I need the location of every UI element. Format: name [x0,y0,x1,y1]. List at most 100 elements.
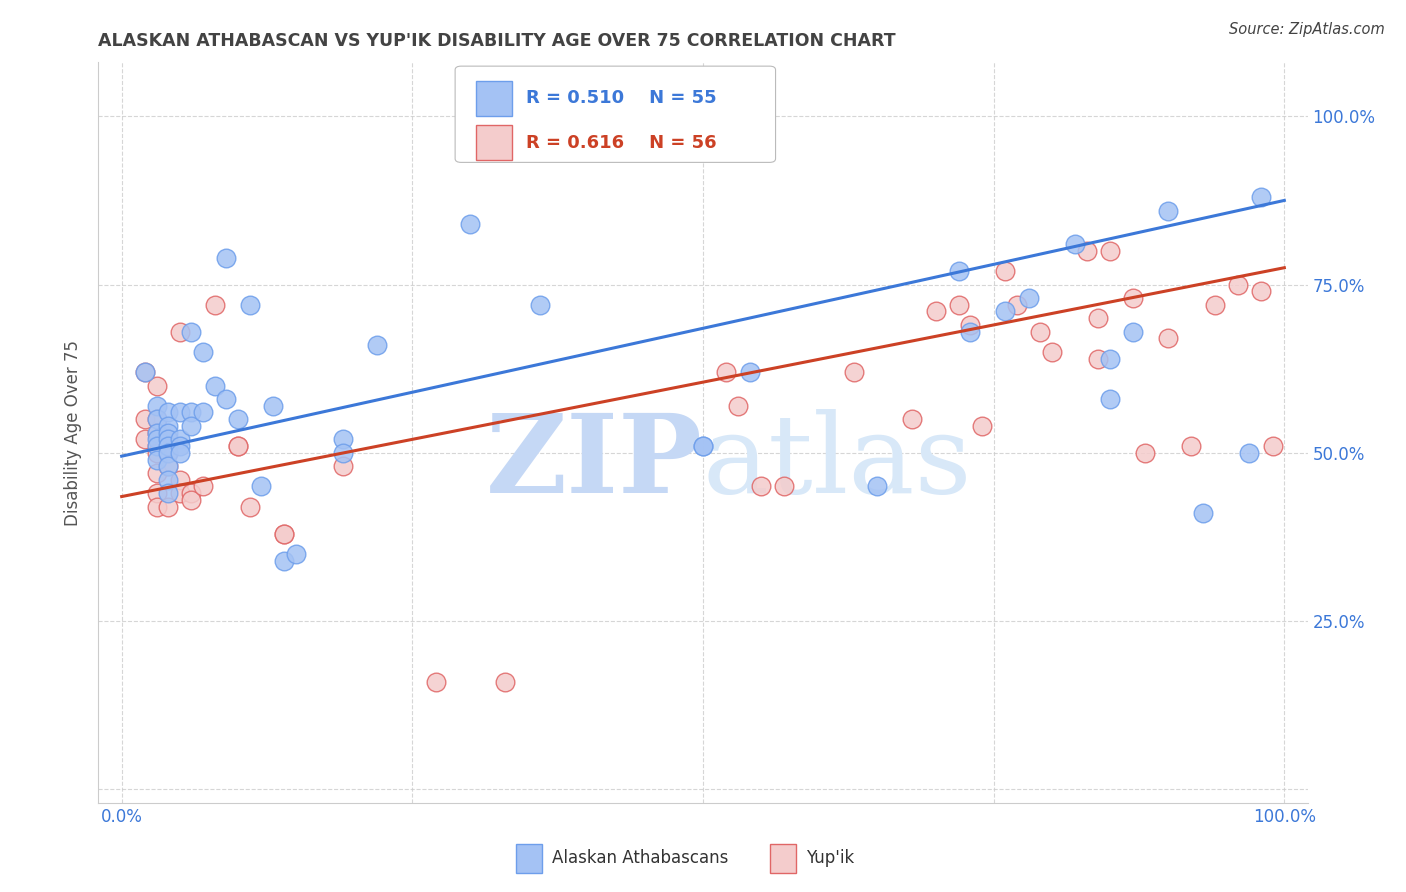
Point [285,547,308,561]
Point [204,378,226,392]
Point [157,459,180,474]
Point [716,365,738,379]
Point [273,526,295,541]
Point [145,412,167,426]
Point [1192,507,1215,521]
Point [494,674,516,689]
Point [1040,344,1063,359]
Point [180,325,202,339]
Point [145,439,167,453]
Point [1018,291,1040,305]
Point [1250,190,1272,204]
Point [901,412,924,426]
Point [250,479,273,493]
Point [169,325,191,339]
Bar [769,844,796,873]
Point [994,264,1017,278]
Point [1122,291,1144,305]
Point [239,500,262,514]
Point [366,338,388,352]
Point [226,439,249,453]
Point [157,473,180,487]
Point [145,500,167,514]
Point [1076,244,1098,258]
Point [332,459,354,474]
Point [134,365,156,379]
Point [191,405,214,419]
Point [157,446,180,460]
Point [1098,392,1121,406]
Point [180,405,202,419]
Point [1098,244,1121,258]
Point [1261,439,1284,453]
Point [169,486,191,500]
Point [226,412,249,426]
Point [948,298,970,312]
Point [273,526,295,541]
Point [970,418,993,433]
Point [134,365,156,379]
Point [169,433,191,447]
Point [1029,325,1052,339]
Point [749,479,772,493]
Point [948,264,970,278]
Point [157,433,180,447]
Text: Alaskan Athabascans: Alaskan Athabascans [551,849,728,867]
Point [157,446,180,460]
Text: R = 0.616    N = 56: R = 0.616 N = 56 [526,134,717,152]
Text: Source: ZipAtlas.com: Source: ZipAtlas.com [1229,22,1385,37]
Text: ZIP: ZIP [486,409,703,516]
Point [738,365,761,379]
Point [1239,446,1261,460]
Point [157,405,180,419]
Point [180,486,202,500]
Point [145,486,167,500]
Point [1005,298,1028,312]
Point [994,304,1017,318]
Point [157,433,180,447]
Point [215,392,238,406]
Point [145,378,167,392]
Point [332,446,354,460]
Bar [475,80,512,116]
Text: atlas: atlas [703,409,973,516]
Point [773,479,796,493]
Point [157,418,180,433]
Point [1157,203,1180,218]
Point [239,298,262,312]
Point [180,418,202,433]
Point [191,344,214,359]
Point [204,298,226,312]
Point [191,479,214,493]
Point [169,405,191,419]
Point [1180,439,1202,453]
Point [425,674,447,689]
FancyBboxPatch shape [456,66,776,162]
Point [1087,351,1109,366]
Point [157,459,180,474]
Point [1250,285,1272,299]
Point [1098,351,1121,366]
Point [866,479,889,493]
Point [145,452,167,467]
Text: ALASKAN ATHABASCAN VS YUP'IK DISABILITY AGE OVER 75 CORRELATION CHART: ALASKAN ATHABASCAN VS YUP'IK DISABILITY … [98,32,896,50]
Point [1226,277,1249,292]
Point [145,466,167,480]
Point [157,500,180,514]
Point [460,217,482,231]
Point [145,433,167,447]
Point [727,399,749,413]
Point [169,473,191,487]
Point [134,433,156,447]
Point [692,439,714,453]
Bar [516,844,543,873]
Point [169,439,191,453]
Point [924,304,946,318]
Point [1204,298,1226,312]
Point [145,412,167,426]
Point [157,439,180,453]
Point [1133,446,1156,460]
Point [1064,237,1087,252]
Point [692,439,714,453]
Point [273,553,295,567]
